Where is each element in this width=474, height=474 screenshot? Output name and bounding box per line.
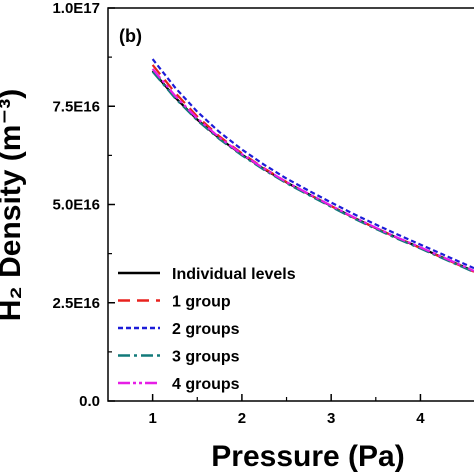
- series-line-1: [151, 70, 474, 273]
- legend-label: 2 groups: [172, 321, 240, 338]
- y-tick-label: 2.5E16: [52, 295, 100, 312]
- legend: Individual levels 1 group 2 groups 3 groups…: [118, 266, 296, 393]
- legend-label: 1 group: [172, 294, 231, 311]
- legend-label: Individual levels: [172, 266, 296, 283]
- legend-label: 4 groups: [172, 376, 240, 393]
- series-layer: [151, 58, 474, 274]
- x-tick-label: 2: [238, 410, 246, 427]
- y-tick-label: 7.5E16: [52, 98, 100, 115]
- plot-area: 1 2 3 4 0.0 2.5E16 5.0E16 7.5E16 1.0E17: [52, 0, 474, 427]
- series-line-5: [151, 68, 474, 272]
- x-axis-label: Pressure (Pa): [211, 440, 404, 473]
- plot-frame: [107, 7, 474, 402]
- x-tick-label: 1: [148, 410, 156, 427]
- x-axis-ticks: 1 2 3 4: [148, 394, 425, 427]
- y-axis-label: H₂ Density (m⁻³): [0, 89, 27, 322]
- panel-label: (b): [119, 26, 142, 46]
- x-tick-label: 4: [416, 410, 425, 427]
- series-line-3: [151, 58, 474, 270]
- y-tick-label: 0.0: [79, 393, 100, 410]
- x-tick-label: 3: [327, 410, 335, 427]
- legend-label: 3 groups: [172, 349, 240, 366]
- y-tick-label: 5.0E16: [52, 197, 100, 214]
- series-line-2: [151, 64, 474, 273]
- series-line-4: [151, 70, 474, 274]
- y-axis-ticks: 0.0 2.5E16 5.0E16 7.5E16 1.0E17: [52, 0, 115, 410]
- y-tick-label: 1.0E17: [52, 0, 100, 17]
